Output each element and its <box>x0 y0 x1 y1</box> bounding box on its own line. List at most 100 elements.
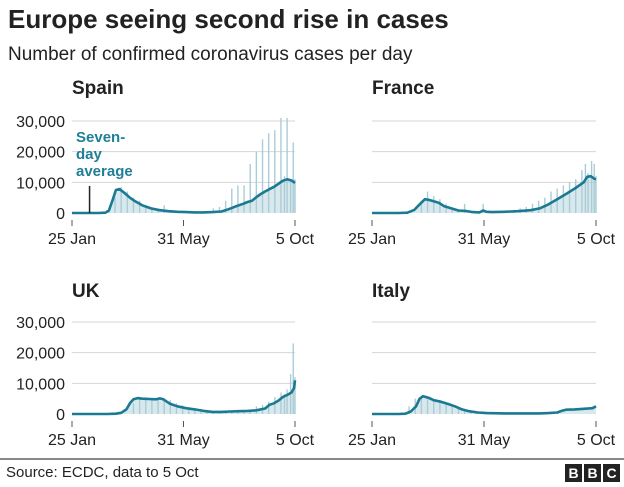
daily-cases-bar <box>181 405 184 414</box>
daily-cases-bar <box>433 400 435 414</box>
daily-cases-bar <box>292 142 294 213</box>
daily-cases-bar <box>274 130 276 213</box>
average-area <box>72 179 295 213</box>
x-tick-label: 25 Jan <box>48 231 96 248</box>
daily-cases-bar <box>420 200 423 213</box>
daily-cases-bar <box>145 397 147 414</box>
panel-title: UK <box>72 281 100 302</box>
x-tick-label: 5 Oct <box>577 432 616 449</box>
daily-cases-bar <box>445 403 447 414</box>
daily-cases-bar <box>151 398 153 414</box>
daily-cases-bar <box>575 179 577 213</box>
daily-cases-bar <box>584 163 587 213</box>
daily-cases-bar <box>231 188 233 213</box>
daily-cases-bar <box>451 208 453 213</box>
daily-cases-bar <box>200 410 202 414</box>
daily-cases-bar <box>261 139 264 213</box>
daily-cases-bar <box>294 377 296 414</box>
x-tick-label: 25 Jan <box>348 432 396 449</box>
daily-cases-bar <box>587 173 589 213</box>
daily-cases-bar <box>463 203 466 213</box>
y-tick-label: 20,000 <box>16 346 65 363</box>
daily-cases-bar <box>194 409 196 414</box>
daily-cases-bar <box>274 397 276 414</box>
daily-cases-bar <box>426 397 429 414</box>
y-tick-label: 30,000 <box>16 315 65 332</box>
daily-cases-bar <box>556 188 558 213</box>
seven-day-average-line <box>72 380 297 416</box>
daily-cases-bar <box>206 411 208 414</box>
x-tick-label: 5 Oct <box>577 231 616 248</box>
annotation-label: average <box>76 163 133 180</box>
source-note: Source: ECDC, data to 5 Oct <box>6 464 199 481</box>
panel-title: Italy <box>372 281 410 302</box>
chart-subtitle: Number of confirmed coronavirus cases pe… <box>8 44 413 65</box>
daily-cases-bar <box>590 160 593 213</box>
daily-cases-bar <box>114 197 116 213</box>
x-tick-label: 25 Jan <box>348 231 396 248</box>
panel-title: Spain <box>72 78 124 99</box>
daily-cases-bar <box>145 205 147 213</box>
daily-cases-bar <box>463 409 466 414</box>
daily-cases-bar <box>243 185 245 213</box>
daily-cases-bar <box>568 182 571 213</box>
daily-cases-bar <box>224 200 227 213</box>
daily-cases-bar <box>439 401 441 414</box>
daily-cases-bar <box>108 211 110 213</box>
daily-cases-bar <box>212 208 215 213</box>
average-area <box>372 176 596 213</box>
daily-cases-bar <box>292 343 294 414</box>
daily-cases-bar <box>138 200 141 213</box>
daily-cases-bar <box>420 395 423 414</box>
y-tick-label: 30,000 <box>16 114 65 131</box>
daily-cases-bar <box>408 406 410 414</box>
bbc-logo: B B C <box>565 464 620 482</box>
daily-cases-bar <box>280 117 282 213</box>
daily-cases-bar <box>138 397 141 414</box>
y-tick-label: 0 <box>56 407 65 424</box>
bbc-logo-letter: C <box>603 464 620 482</box>
daily-cases-bar <box>289 182 292 213</box>
x-tick-label: 25 Jan <box>48 432 96 449</box>
daily-cases-bar <box>188 407 190 414</box>
x-tick-label: 5 Oct <box>276 231 315 248</box>
daily-cases-bar <box>482 203 484 213</box>
daily-cases-bar <box>286 117 288 213</box>
daily-cases-bar <box>163 398 165 414</box>
daily-cases-bar <box>562 185 565 213</box>
daily-cases-bar <box>151 208 153 213</box>
daily-cases-bar <box>294 179 296 213</box>
daily-cases-bar <box>426 191 429 213</box>
daily-cases-bar <box>537 200 540 213</box>
daily-cases-bar <box>267 401 270 414</box>
daily-cases-bar <box>163 205 165 213</box>
daily-cases-bar <box>439 199 441 213</box>
annotation-label: Seven- <box>76 129 125 146</box>
daily-cases-bar <box>267 133 270 213</box>
daily-cases-bar <box>169 400 172 414</box>
daily-cases-bar <box>255 151 258 213</box>
daily-cases-bar <box>120 186 122 213</box>
daily-cases-bar <box>132 403 135 414</box>
daily-cases-bar <box>286 389 288 414</box>
daily-cases-bar <box>280 392 282 414</box>
daily-cases-bar <box>531 203 534 213</box>
daily-cases-bar <box>457 407 460 414</box>
daily-cases-bar <box>218 206 221 213</box>
x-tick-label: 31 May <box>157 231 209 248</box>
seven-day-average-line <box>372 174 597 215</box>
small-multiples-chart: Spain 0 10,000 20,000 30,000 25 Jan 31 May 5 Oc… <box>16 78 616 449</box>
bbc-logo-letter: B <box>565 464 582 482</box>
y-tick-label: 20,000 <box>16 145 65 162</box>
daily-cases-bar <box>249 163 251 213</box>
bbc-logo-letter: B <box>584 464 601 482</box>
panel-title: France <box>372 78 434 99</box>
daily-cases-bar <box>595 176 597 213</box>
seven-day-average-line <box>72 178 296 215</box>
daily-cases-bar <box>132 197 135 213</box>
chart-title: Europe seeing second rise in cases <box>8 4 449 34</box>
average-area <box>72 380 295 414</box>
daily-cases-bar <box>433 196 435 213</box>
y-tick-label: 10,000 <box>16 376 65 393</box>
y-tick-label: 0 <box>56 206 65 223</box>
